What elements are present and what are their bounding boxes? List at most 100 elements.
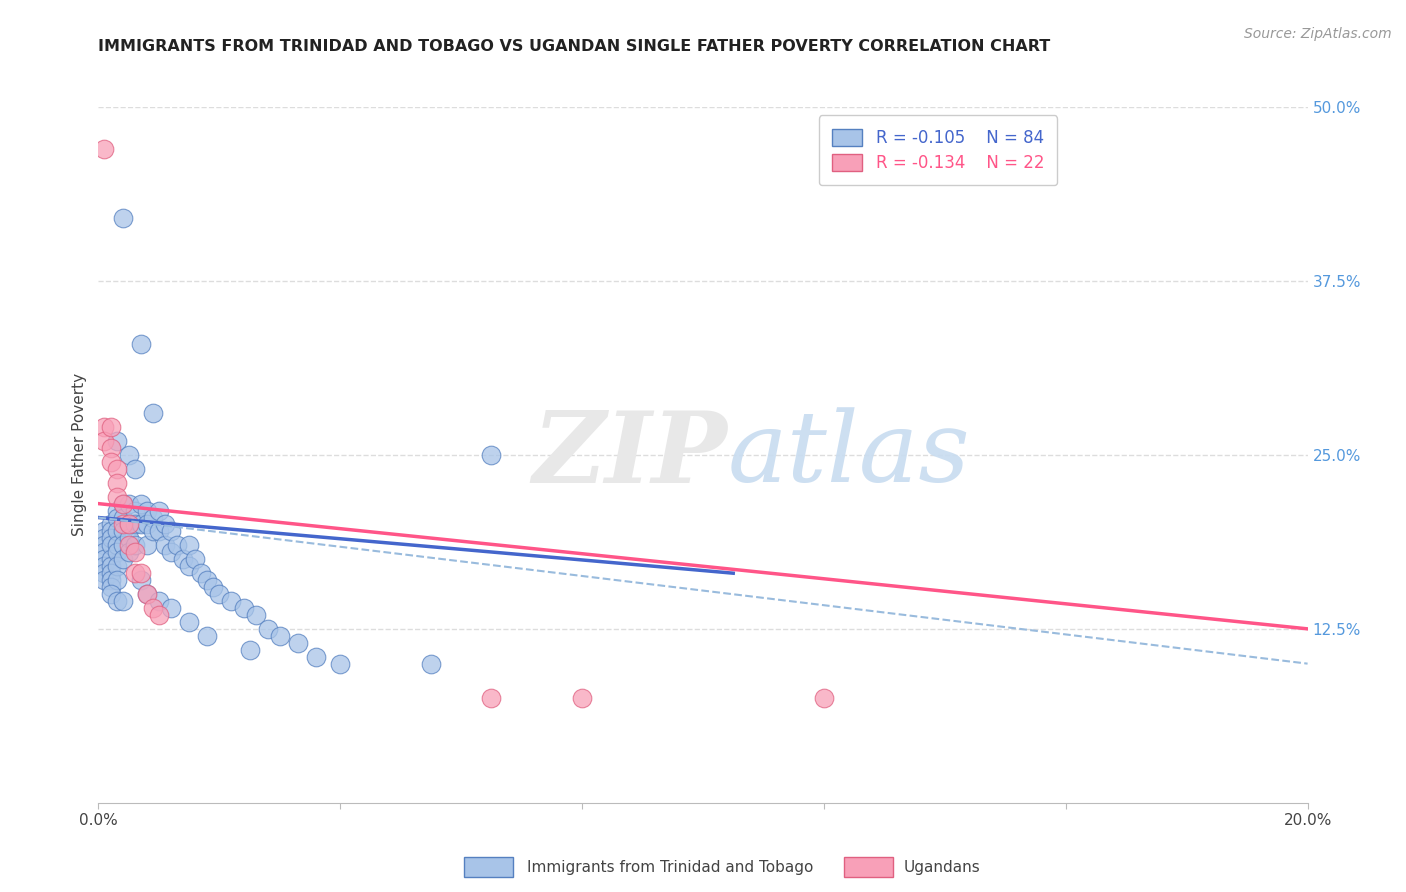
Point: [105, 490, 128, 504]
Point: [105, 475, 128, 490]
Point: [124, 503, 146, 517]
Text: Source: ZipAtlas.com: Source: ZipAtlas.com: [1244, 27, 1392, 41]
Point: [118, 517, 141, 532]
Point: [118, 532, 141, 546]
Point: [111, 517, 134, 532]
Point: [129, 573, 152, 587]
Point: [160, 601, 183, 615]
Point: [100, 559, 122, 574]
Point: [420, 657, 443, 671]
Point: [124, 538, 146, 552]
Point: [93, 420, 115, 434]
Point: [111, 510, 134, 524]
Point: [100, 587, 122, 601]
Point: [111, 594, 134, 608]
Point: [129, 497, 152, 511]
Point: [111, 497, 134, 511]
Point: [172, 552, 194, 566]
Point: [269, 629, 291, 643]
Point: [135, 587, 157, 601]
Point: [135, 538, 157, 552]
Point: [256, 622, 278, 636]
Point: [160, 524, 183, 539]
Point: [118, 448, 141, 462]
Point: [124, 517, 146, 532]
Point: [100, 455, 122, 469]
Point: [481, 448, 503, 462]
Point: [93, 524, 115, 539]
Text: Immigrants from Trinidad and Tobago: Immigrants from Trinidad and Tobago: [527, 860, 814, 874]
Point: [135, 587, 157, 601]
Point: [571, 691, 593, 706]
Point: [305, 649, 328, 664]
Point: [111, 211, 134, 226]
Point: [100, 566, 122, 581]
Point: [124, 566, 146, 581]
Point: [100, 532, 122, 546]
Point: [813, 691, 835, 706]
Point: [93, 538, 115, 552]
Point: [287, 636, 309, 650]
Point: [100, 524, 122, 539]
Point: [142, 524, 165, 539]
Point: [232, 601, 254, 615]
Point: [166, 538, 188, 552]
Point: [105, 503, 128, 517]
Point: [105, 559, 128, 574]
Point: [100, 538, 122, 552]
Legend: R = -0.105    N = 84, R = -0.134    N = 22: R = -0.105 N = 84, R = -0.134 N = 22: [818, 115, 1057, 185]
Point: [93, 573, 115, 587]
Text: Ugandans: Ugandans: [904, 860, 981, 874]
Point: [93, 545, 115, 559]
Point: [179, 559, 201, 574]
Point: [100, 573, 122, 587]
Point: [93, 434, 115, 448]
Point: [179, 615, 201, 629]
Point: [118, 538, 141, 552]
Point: [129, 336, 152, 351]
Point: [105, 594, 128, 608]
Point: [93, 532, 115, 546]
Point: [118, 497, 141, 511]
Point: [190, 566, 212, 581]
Point: [208, 587, 231, 601]
Point: [179, 538, 201, 552]
Point: [135, 517, 157, 532]
Point: [100, 420, 122, 434]
Point: [129, 517, 152, 532]
Point: [184, 552, 207, 566]
Point: [105, 524, 128, 539]
Point: [148, 503, 170, 517]
Point: [142, 601, 165, 615]
Point: [124, 545, 146, 559]
Point: [111, 524, 134, 539]
Point: [481, 691, 503, 706]
Point: [105, 462, 128, 476]
Point: [148, 594, 170, 608]
Point: [129, 566, 152, 581]
Point: [124, 462, 146, 476]
Point: [148, 607, 170, 622]
Point: [142, 510, 165, 524]
Point: [239, 642, 262, 657]
Point: [111, 497, 134, 511]
Point: [100, 552, 122, 566]
Point: [93, 552, 115, 566]
Text: ZIP: ZIP: [533, 407, 727, 503]
Point: [202, 580, 225, 594]
Point: [111, 538, 134, 552]
Point: [100, 517, 122, 532]
Point: [93, 566, 115, 581]
Text: atlas: atlas: [727, 408, 970, 502]
Point: [245, 607, 267, 622]
Point: [160, 545, 183, 559]
Point: [195, 573, 218, 587]
Point: [153, 538, 176, 552]
Point: [100, 441, 122, 455]
Point: [118, 517, 141, 532]
Point: [221, 594, 243, 608]
Point: [105, 510, 128, 524]
Point: [118, 545, 141, 559]
Point: [148, 524, 170, 539]
Point: [105, 573, 128, 587]
